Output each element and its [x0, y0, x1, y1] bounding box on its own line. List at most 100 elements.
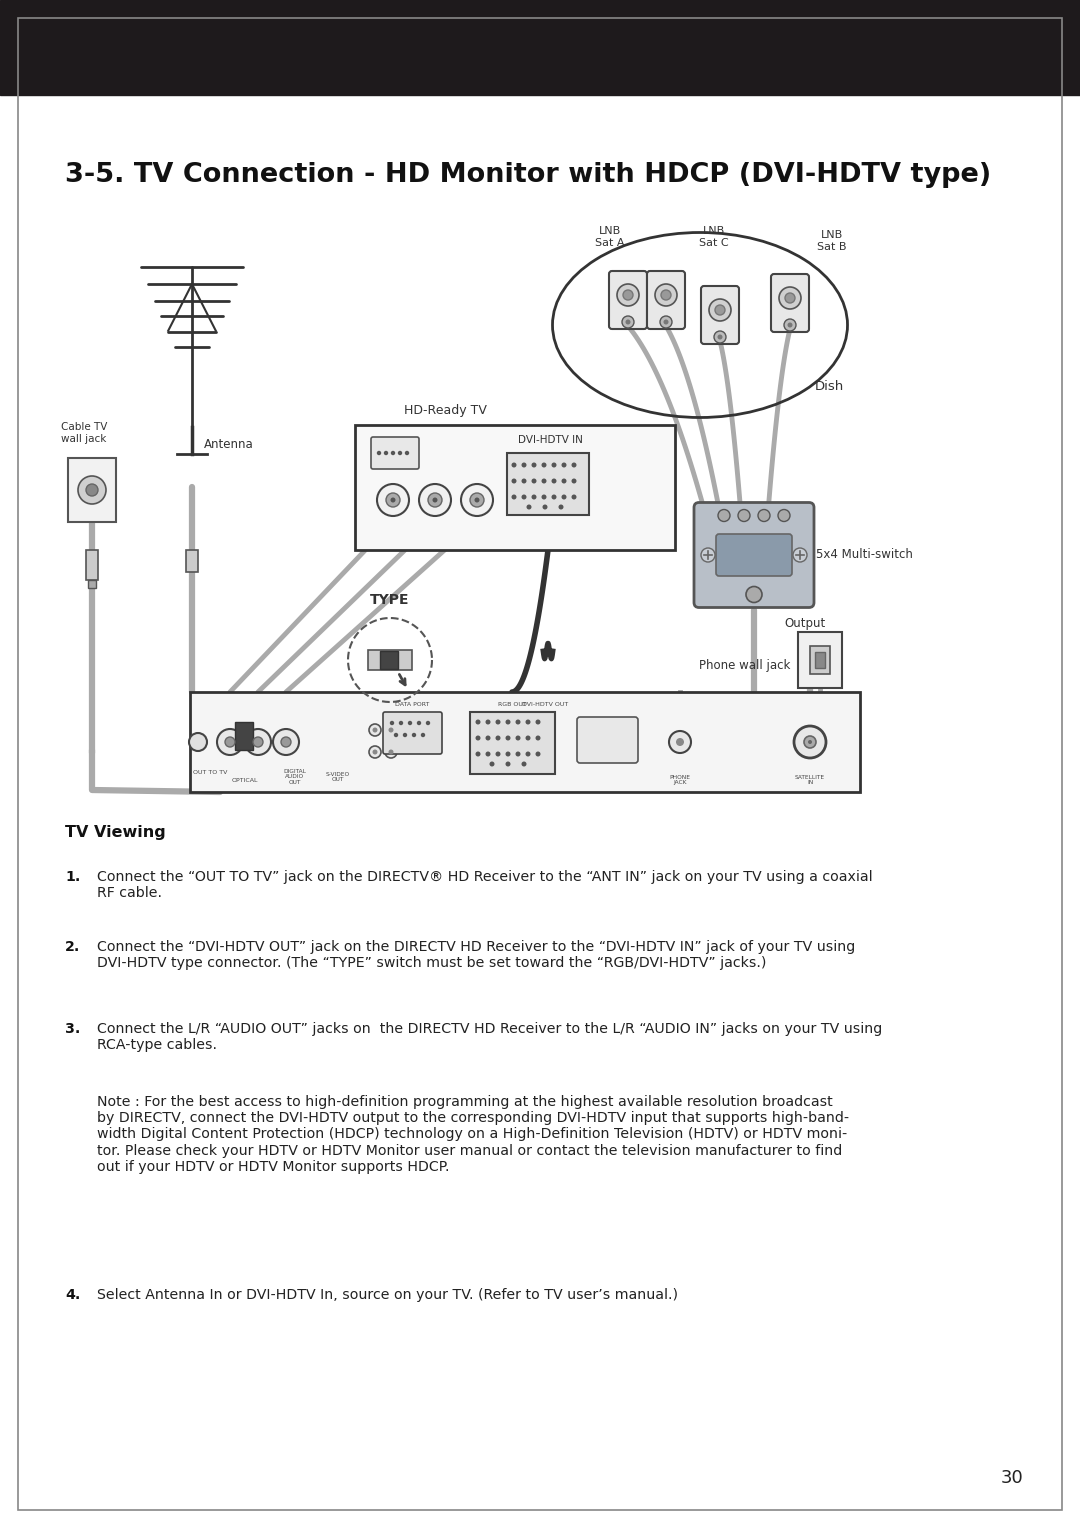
Circle shape: [461, 484, 492, 516]
Circle shape: [562, 463, 567, 468]
Circle shape: [552, 495, 556, 500]
Circle shape: [663, 319, 669, 324]
Circle shape: [778, 509, 789, 521]
Bar: [815, 652, 825, 668]
Bar: [235, 723, 253, 750]
Circle shape: [515, 752, 521, 756]
Circle shape: [784, 319, 796, 332]
Text: 4.: 4.: [65, 1288, 80, 1302]
Circle shape: [389, 727, 393, 732]
Circle shape: [718, 509, 730, 521]
Circle shape: [522, 761, 527, 767]
Circle shape: [794, 726, 826, 758]
Circle shape: [426, 721, 430, 726]
Circle shape: [552, 463, 556, 468]
Bar: [86, 550, 98, 581]
Text: LNB
Sat C: LNB Sat C: [699, 226, 729, 248]
Circle shape: [399, 721, 403, 726]
Text: Connect the “DVI-HDTV OUT” jack on the DIRECTV HD Receiver to the “DVI-HDTV IN” : Connect the “DVI-HDTV OUT” jack on the D…: [97, 940, 855, 970]
FancyBboxPatch shape: [701, 286, 739, 344]
Circle shape: [669, 730, 691, 753]
Text: 2.: 2.: [65, 940, 80, 953]
Circle shape: [373, 727, 378, 732]
Circle shape: [571, 495, 577, 500]
Circle shape: [708, 299, 731, 321]
Circle shape: [475, 720, 481, 724]
Text: Connect the “OUT TO TV” jack on the DIRECTV® HD Receiver to the “ANT IN” jack on: Connect the “OUT TO TV” jack on the DIRE…: [97, 869, 873, 900]
Circle shape: [470, 494, 484, 507]
Circle shape: [505, 752, 511, 756]
FancyBboxPatch shape: [647, 270, 685, 329]
FancyBboxPatch shape: [383, 712, 442, 753]
Circle shape: [717, 335, 723, 339]
Circle shape: [522, 478, 527, 483]
Circle shape: [417, 721, 421, 726]
Bar: [190, 692, 860, 792]
Text: TV Viewing: TV Viewing: [65, 825, 165, 840]
Text: TYPE: TYPE: [370, 593, 409, 607]
Circle shape: [558, 504, 564, 509]
Text: 30: 30: [1001, 1468, 1024, 1487]
Circle shape: [189, 733, 207, 750]
Circle shape: [531, 495, 537, 500]
Circle shape: [496, 752, 500, 756]
Circle shape: [391, 498, 395, 503]
Text: Output: Output: [784, 617, 825, 630]
Text: LNB
Sat A: LNB Sat A: [595, 226, 624, 248]
Circle shape: [245, 729, 271, 755]
Circle shape: [273, 729, 299, 755]
Bar: [470, 712, 555, 775]
Text: LNB
Sat B: LNB Sat B: [818, 231, 847, 252]
Circle shape: [562, 478, 567, 483]
Circle shape: [787, 322, 793, 327]
Circle shape: [369, 746, 381, 758]
Circle shape: [746, 587, 762, 602]
FancyBboxPatch shape: [771, 274, 809, 332]
Circle shape: [373, 750, 378, 755]
Text: Cable TV
wall jack: Cable TV wall jack: [60, 422, 107, 445]
Circle shape: [808, 740, 812, 744]
Circle shape: [660, 316, 672, 329]
Circle shape: [394, 733, 399, 736]
Circle shape: [541, 495, 546, 500]
Circle shape: [512, 463, 516, 468]
Circle shape: [486, 735, 490, 741]
Text: 1.: 1.: [65, 869, 80, 885]
Circle shape: [531, 463, 537, 468]
Text: Dish: Dish: [815, 380, 845, 393]
Circle shape: [383, 451, 388, 455]
Circle shape: [496, 735, 500, 741]
Circle shape: [536, 720, 540, 724]
Text: DIGITAL
AUDIO
OUT: DIGITAL AUDIO OUT: [284, 769, 307, 785]
Text: Select Antenna In or DVI-HDTV In, source on your TV. (Refer to TV user’s manual.: Select Antenna In or DVI-HDTV In, source…: [97, 1288, 678, 1302]
Circle shape: [405, 451, 409, 455]
Text: Phone wall jack: Phone wall jack: [699, 659, 789, 671]
FancyBboxPatch shape: [577, 717, 638, 762]
Circle shape: [496, 720, 500, 724]
Circle shape: [571, 478, 577, 483]
Text: RGB OUT: RGB OUT: [498, 701, 526, 706]
Circle shape: [225, 736, 235, 747]
Text: DVI-HDTV OUT: DVI-HDTV OUT: [522, 701, 568, 706]
Circle shape: [86, 484, 98, 497]
Circle shape: [542, 504, 548, 509]
Bar: [810, 646, 831, 674]
Bar: [798, 633, 842, 688]
Circle shape: [536, 752, 540, 756]
Circle shape: [384, 746, 397, 758]
Circle shape: [804, 736, 816, 749]
Circle shape: [486, 720, 490, 724]
Circle shape: [397, 451, 402, 455]
Circle shape: [377, 484, 409, 516]
Text: 3.: 3.: [65, 1022, 80, 1036]
Circle shape: [676, 738, 684, 746]
Circle shape: [793, 549, 807, 562]
Text: 3-5. TV Connection - HD Monitor with HDCP (DVI-HDTV type): 3-5. TV Connection - HD Monitor with HDC…: [65, 162, 991, 188]
Circle shape: [489, 761, 495, 767]
Circle shape: [369, 724, 381, 736]
Circle shape: [505, 735, 511, 741]
FancyBboxPatch shape: [694, 503, 814, 608]
Circle shape: [428, 494, 442, 507]
Bar: [368, 649, 411, 669]
Circle shape: [384, 724, 397, 736]
